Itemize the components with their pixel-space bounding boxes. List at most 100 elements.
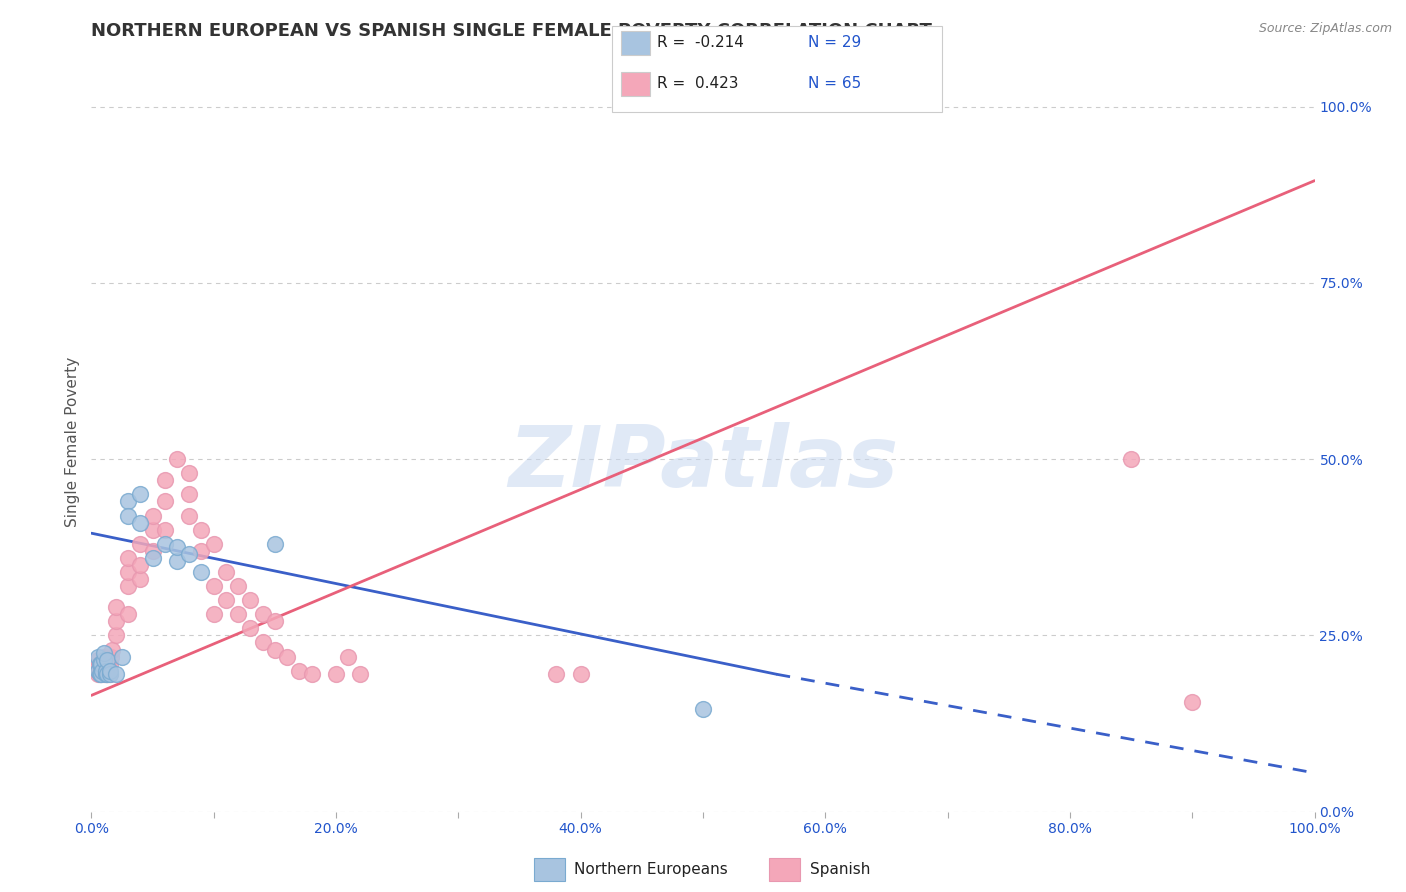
Point — [96, 664, 118, 678]
Text: Spanish: Spanish — [810, 863, 870, 877]
Point — [129, 572, 152, 586]
Text: ZIPatlas: ZIPatlas — [508, 422, 898, 505]
Point — [90, 667, 112, 681]
Point — [94, 667, 117, 681]
Point — [98, 657, 121, 671]
Point — [104, 628, 127, 642]
Point — [252, 607, 274, 622]
Point — [153, 537, 176, 551]
Point — [215, 565, 238, 579]
Point — [111, 649, 134, 664]
Text: N = 29: N = 29 — [808, 36, 862, 50]
Point — [129, 558, 152, 572]
Point — [546, 667, 568, 681]
Point — [98, 667, 121, 681]
Point — [86, 653, 108, 667]
Text: N = 65: N = 65 — [808, 77, 862, 91]
Point — [90, 664, 112, 678]
Point — [117, 494, 139, 508]
Point — [202, 579, 225, 593]
Text: R =  -0.214: R = -0.214 — [657, 36, 744, 50]
Point — [179, 487, 201, 501]
Point — [94, 657, 117, 671]
Point — [89, 657, 111, 671]
Point — [100, 649, 122, 664]
Y-axis label: Single Female Poverty: Single Female Poverty — [65, 357, 80, 526]
Point — [98, 667, 121, 681]
Point — [264, 537, 287, 551]
Text: Source: ZipAtlas.com: Source: ZipAtlas.com — [1258, 22, 1392, 36]
Point — [288, 664, 311, 678]
Text: R =  0.423: R = 0.423 — [657, 77, 738, 91]
Point — [692, 702, 714, 716]
Point — [117, 607, 139, 622]
Point — [179, 547, 201, 561]
Point — [215, 593, 238, 607]
Point — [141, 550, 163, 565]
Point — [166, 452, 188, 467]
Point — [153, 473, 176, 487]
Point — [117, 508, 139, 523]
Point — [91, 657, 114, 671]
Point — [94, 664, 117, 678]
Point — [569, 667, 592, 681]
Point — [202, 607, 225, 622]
Point — [190, 544, 212, 558]
Point — [90, 657, 112, 671]
Point — [98, 664, 121, 678]
Point — [129, 516, 152, 530]
Point — [141, 523, 163, 537]
Point — [117, 565, 139, 579]
Point — [276, 649, 298, 664]
Point — [179, 508, 201, 523]
Point — [190, 523, 212, 537]
Point — [166, 541, 188, 555]
Point — [252, 635, 274, 649]
Point — [190, 565, 212, 579]
Point — [1181, 695, 1204, 709]
Point — [86, 657, 108, 671]
Point — [101, 642, 124, 657]
Point — [325, 667, 347, 681]
Point — [91, 664, 114, 678]
Point — [87, 664, 110, 678]
Point — [93, 667, 115, 681]
Point — [104, 600, 127, 615]
Text: Northern Europeans: Northern Europeans — [574, 863, 727, 877]
Point — [166, 554, 188, 568]
Point — [96, 667, 118, 681]
Point — [117, 550, 139, 565]
Point — [264, 642, 287, 657]
Point — [89, 667, 111, 681]
Point — [301, 667, 323, 681]
Point — [129, 487, 152, 501]
Point — [153, 523, 176, 537]
Point — [117, 579, 139, 593]
Point — [94, 667, 117, 681]
Point — [1121, 452, 1143, 467]
Point — [226, 607, 249, 622]
Point — [141, 544, 163, 558]
Point — [239, 621, 262, 635]
Point — [89, 657, 111, 671]
Point — [93, 664, 115, 678]
Point — [153, 494, 176, 508]
Point — [141, 508, 163, 523]
Point — [104, 667, 127, 681]
Point — [90, 667, 112, 681]
Point — [226, 579, 249, 593]
Point — [239, 593, 262, 607]
Point — [202, 537, 225, 551]
Point — [86, 649, 108, 664]
Point — [129, 537, 152, 551]
Point — [179, 467, 201, 481]
Point — [104, 615, 127, 629]
Point — [93, 649, 115, 664]
Point — [93, 653, 115, 667]
Point — [337, 649, 360, 664]
Point — [96, 653, 118, 667]
Point — [89, 667, 111, 681]
Point — [93, 646, 115, 660]
Point — [96, 667, 118, 681]
Point — [264, 615, 287, 629]
